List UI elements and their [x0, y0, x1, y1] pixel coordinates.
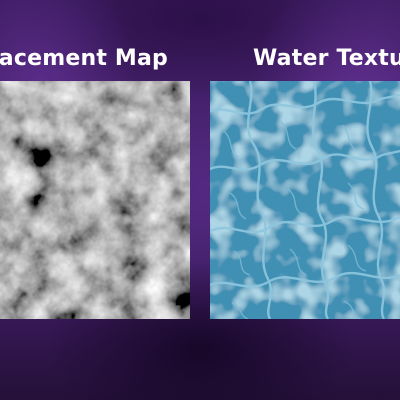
displacement-map-title: splacement Map	[0, 46, 168, 71]
water-texture-title: Water Texture	[253, 46, 400, 71]
water-texture-image	[210, 81, 400, 319]
displacement-map-image	[0, 81, 190, 319]
